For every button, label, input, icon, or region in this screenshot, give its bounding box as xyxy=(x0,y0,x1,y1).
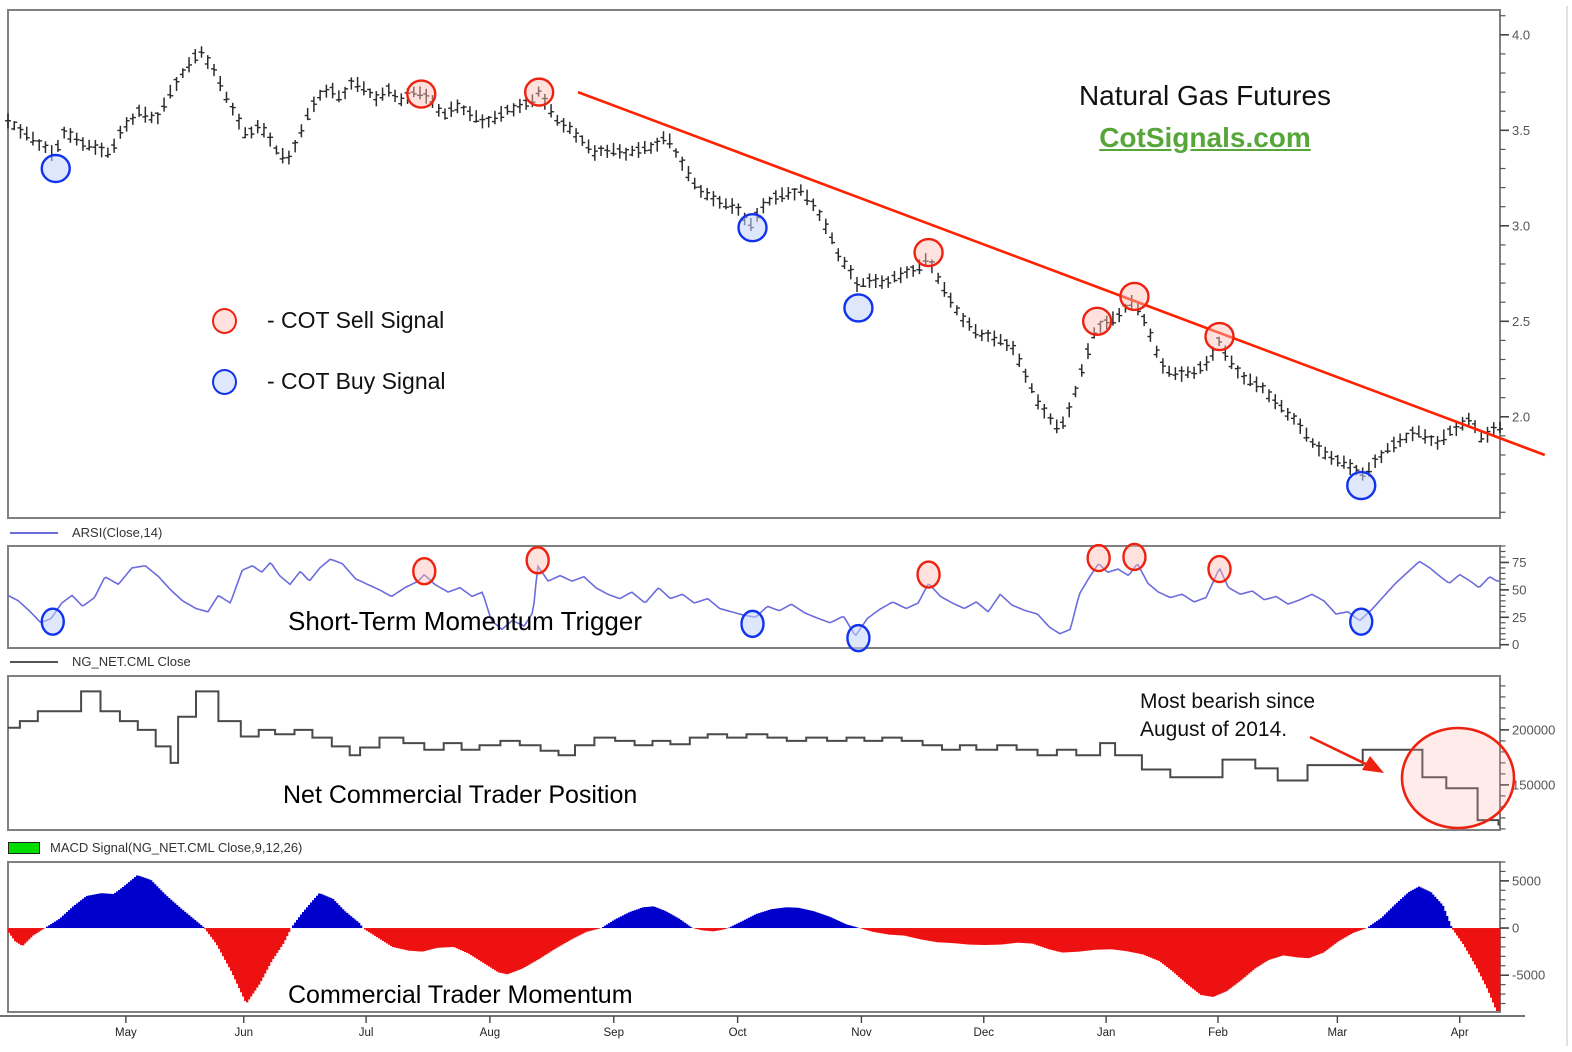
macd-caption: Commercial Trader Momentum xyxy=(288,981,633,1009)
bearish-annotation-line2: August of 2014. xyxy=(1140,718,1288,741)
cot-sell-signal-marker xyxy=(916,560,941,589)
buy-signal-label: - COT Buy Signal xyxy=(267,368,446,394)
macd-y-axis: 5000 0 -5000 xyxy=(1500,861,1545,1005)
arsi-y-axis: 75 50 25 0 xyxy=(1500,545,1526,652)
net-y-tick-label: 150000 xyxy=(1512,777,1555,792)
cot-buy-signal-marker xyxy=(40,153,71,184)
net-legend-label: NG_NET.CML Close xyxy=(72,654,191,669)
arsi-y-tick-label: 75 xyxy=(1512,555,1526,570)
price-y-tick-label: 2.5 xyxy=(1512,314,1530,329)
net-line-swatch-icon xyxy=(10,660,58,663)
month-tick-label: Aug xyxy=(480,1027,500,1039)
site-link[interactable]: CotSignals.com xyxy=(1099,122,1311,153)
bearish-annotation: Most bearish since August of 2014. xyxy=(1140,688,1315,744)
month-axis: May Jun Jul Aug Sep Oct Nov Dec Jan Feb Mar Apr xyxy=(0,1015,1525,1039)
bearish-arrow-icon xyxy=(1309,735,1384,773)
net-y-axis: 200000 150000 xyxy=(1500,685,1555,830)
net-position-line xyxy=(8,690,1500,826)
price-y-tick-label: 3.0 xyxy=(1512,218,1530,233)
page-title: Natural Gas Futures xyxy=(1078,80,1332,111)
macd-swatch-icon xyxy=(8,841,40,854)
bearish-annotation-line1: Most bearish since xyxy=(1140,690,1316,713)
month-tick-label: Mar xyxy=(1327,1027,1347,1039)
net-caption: Net Commercial Trader Position xyxy=(283,781,638,809)
price-signal-markers xyxy=(40,77,1377,501)
month-tick-label: Dec xyxy=(974,1027,995,1039)
bearish-highlight-ellipse xyxy=(1400,726,1516,830)
macd-legend: MACD Signal(NG_NET.CML Close,9,12,26) xyxy=(8,840,302,855)
month-tick-label: Jun xyxy=(234,1027,253,1039)
macd-legend-label: MACD Signal(NG_NET.CML Close,9,12,26) xyxy=(50,840,303,855)
arsi-line-swatch-icon xyxy=(10,531,58,534)
arsi-panel-border xyxy=(7,545,1501,649)
cot-sell-signal-marker xyxy=(913,237,944,268)
sell-signal-icon xyxy=(212,307,237,334)
macd-y-tick-label: 5000 xyxy=(1512,873,1541,888)
macd-histogram xyxy=(8,875,1501,1011)
month-tick-label: Oct xyxy=(729,1027,748,1039)
price-y-tick-label: 4.0 xyxy=(1512,27,1530,42)
cot-sell-signal-marker xyxy=(412,557,437,586)
arsi-legend-label: ARSI(Close,14) xyxy=(72,525,163,540)
downtrend-line xyxy=(577,90,1546,457)
cot-sell-signal-marker xyxy=(525,546,550,575)
cot-buy-signal-marker xyxy=(40,607,65,636)
arsi-caption: Short-Term Momentum Trigger xyxy=(288,606,642,636)
month-tick-label: Jan xyxy=(1097,1027,1116,1039)
buy-signal-icon xyxy=(212,368,237,395)
price-y-axis: 4.0 3.5 3.0 2.5 2.0 xyxy=(1500,15,1530,513)
cot-buy-signal-marker xyxy=(737,213,768,243)
cot-buy-signal-marker xyxy=(843,293,874,323)
month-tick-label: Nov xyxy=(851,1027,872,1039)
sell-signal-label: - COT Sell Signal xyxy=(267,307,445,333)
cot-sell-signal-marker xyxy=(523,77,555,107)
month-tick-label: Jul xyxy=(359,1027,374,1039)
price-y-tick-label: 2.0 xyxy=(1512,409,1530,424)
price-y-tick-label: 3.5 xyxy=(1512,123,1530,138)
arsi-y-tick-label: 25 xyxy=(1512,610,1526,625)
cot-sell-signal-marker xyxy=(1119,281,1150,312)
month-tick-label: May xyxy=(115,1027,137,1039)
arsi-y-tick-label: 50 xyxy=(1512,582,1526,597)
cot-sell-signal-marker xyxy=(1122,542,1147,572)
arsi-legend: ARSI(Close,14) xyxy=(10,525,162,540)
macd-y-tick-label: -5000 xyxy=(1512,968,1545,983)
legend-sell: - COT Sell Signal xyxy=(212,307,444,334)
net-legend: NG_NET.CML Close xyxy=(10,654,191,669)
macd-y-tick-label: 0 xyxy=(1512,921,1519,936)
cot-buy-signal-marker xyxy=(846,623,871,653)
cot-buy-signal-marker xyxy=(1349,607,1374,636)
cot-sell-signal-marker xyxy=(1081,306,1113,336)
net-panel-border xyxy=(7,675,1501,831)
arsi-signal-markers xyxy=(40,542,1374,653)
cot-sell-signal-marker xyxy=(1207,554,1232,584)
cot-buy-signal-marker xyxy=(1346,470,1377,501)
cot-sell-signal-marker xyxy=(1086,543,1111,573)
cot-buy-signal-marker xyxy=(740,609,765,639)
month-tick-label: Sep xyxy=(604,1027,624,1039)
month-tick-label: Apr xyxy=(1451,1027,1469,1039)
legend-buy: - COT Buy Signal xyxy=(212,368,446,395)
month-tick-label: Feb xyxy=(1208,1027,1228,1039)
cot-sell-signal-marker xyxy=(1204,321,1235,352)
cot-sell-signal-marker xyxy=(406,79,437,109)
arsi-y-tick-label: 0 xyxy=(1512,637,1519,652)
net-y-tick-label: 200000 xyxy=(1512,722,1555,737)
